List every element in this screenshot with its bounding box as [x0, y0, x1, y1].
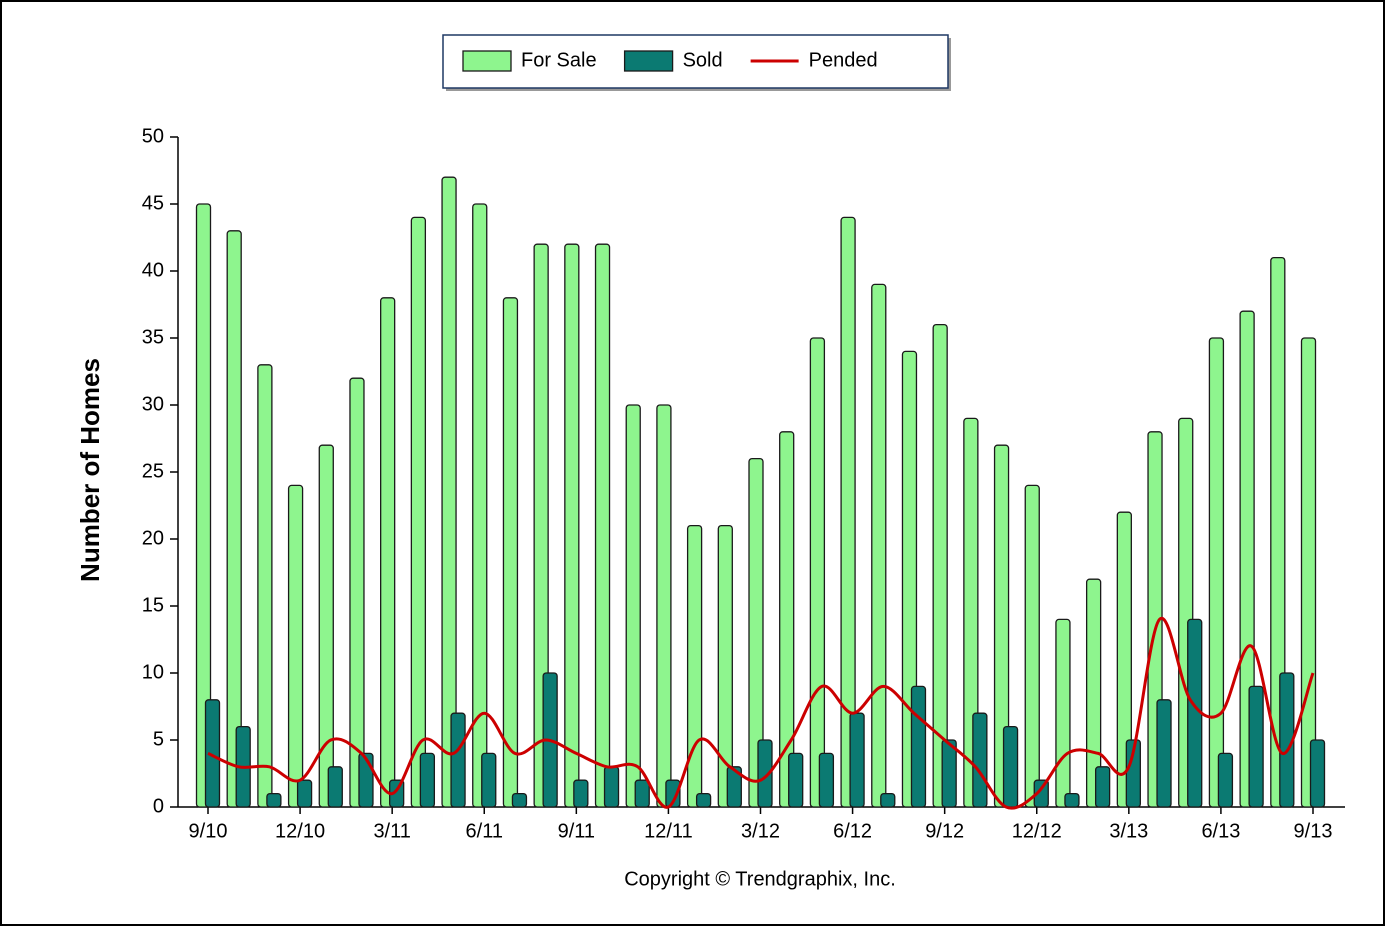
y-tick-label: 30: [142, 393, 164, 415]
bar: [686, 524, 703, 808]
bar: [818, 752, 835, 808]
bar: [656, 404, 672, 808]
bar: [594, 243, 611, 808]
y-tick-label: 15: [142, 594, 164, 616]
bar: [533, 243, 549, 808]
legend-swatch: [462, 50, 512, 72]
bar: [410, 216, 427, 808]
bar: [564, 243, 580, 808]
x-tick-label: 3/11: [373, 820, 410, 842]
bar: [573, 779, 589, 808]
legend-label: Sold: [683, 49, 723, 71]
x-tick-label: 9/13: [1294, 820, 1333, 842]
bar: [1300, 337, 1317, 808]
bar: [450, 712, 466, 808]
bar: [1239, 310, 1255, 808]
bar: [788, 752, 804, 808]
y-tick-label: 50: [142, 125, 164, 147]
bar: [634, 779, 650, 808]
x-tick-label: 9/12: [925, 820, 964, 842]
bar: [880, 792, 896, 808]
y-tick-label: 25: [142, 460, 164, 482]
x-tick-label: 9/10: [189, 820, 228, 842]
bar: [941, 739, 957, 808]
bar: [318, 444, 334, 808]
y-axis-title: Number of Homes: [75, 358, 105, 582]
bar: [695, 792, 712, 808]
line: [207, 616, 1315, 810]
bar: [1217, 752, 1234, 808]
x-tick-label: 6/12: [833, 820, 872, 842]
bar: [1055, 618, 1071, 808]
bar: [1270, 256, 1286, 808]
legend-swatch: [623, 50, 674, 72]
bar: [380, 297, 396, 808]
x-tick-label: 12/10: [275, 820, 325, 842]
bar: [349, 377, 365, 808]
bar: [871, 283, 887, 808]
bar: [1064, 792, 1080, 808]
x-tick-label: 12/11: [644, 820, 693, 842]
y-tick-label: 20: [142, 527, 164, 549]
x-tick-label: 3/12: [741, 820, 780, 842]
x-tick-label: 3/13: [1109, 820, 1148, 842]
x-tick-label: 9/11: [558, 820, 595, 842]
bar: [257, 364, 273, 808]
bar: [266, 792, 282, 808]
y-tick-label: 5: [153, 728, 164, 750]
bar: [1309, 739, 1326, 808]
bar: [296, 779, 313, 808]
y-tick-label: 45: [142, 192, 164, 214]
legend-label: For Sale: [521, 49, 597, 71]
y-tick-label: 10: [142, 661, 164, 683]
y-tick-label: 35: [142, 326, 164, 348]
bar: [1156, 699, 1172, 808]
bar: [625, 404, 641, 808]
bar: [665, 779, 681, 808]
bar: [327, 766, 343, 808]
bar: [287, 484, 304, 808]
bar: [204, 699, 221, 808]
bar: [840, 216, 856, 808]
bar: [1024, 484, 1040, 808]
footer: Copyright © Trendgraphix, Inc.: [624, 868, 896, 890]
bar: [849, 712, 865, 808]
legend-label: Pended: [809, 49, 878, 71]
bar: [441, 176, 457, 808]
y-tick-label: 40: [142, 259, 164, 281]
x-tick-label: 6/11: [466, 820, 503, 842]
bar: [748, 457, 764, 808]
bar: [1208, 337, 1225, 808]
y-tick-label: 0: [153, 795, 164, 817]
x-tick-label: 6/13: [1201, 820, 1240, 842]
bar: [726, 766, 742, 808]
bar: [717, 524, 733, 808]
bar: [809, 337, 826, 808]
bar: [603, 766, 620, 808]
bar: [1033, 779, 1049, 808]
bar: [1002, 725, 1019, 808]
x-tick-label: 12/12: [1012, 820, 1062, 842]
bar: [963, 417, 979, 808]
bar: [1094, 766, 1111, 808]
bar: [481, 752, 497, 808]
bar: [757, 739, 773, 808]
bar: [195, 203, 212, 808]
bar: [779, 431, 795, 808]
legend-box: [442, 34, 949, 89]
bar: [502, 297, 519, 808]
bar: [1116, 511, 1132, 808]
bar: [1248, 685, 1264, 808]
bar: [910, 685, 927, 808]
bar: [993, 444, 1010, 808]
bar: [972, 712, 988, 808]
bar: [932, 323, 948, 808]
bar: [511, 792, 528, 808]
bar: [419, 752, 436, 808]
bar: [226, 230, 242, 808]
bar: [472, 203, 488, 808]
